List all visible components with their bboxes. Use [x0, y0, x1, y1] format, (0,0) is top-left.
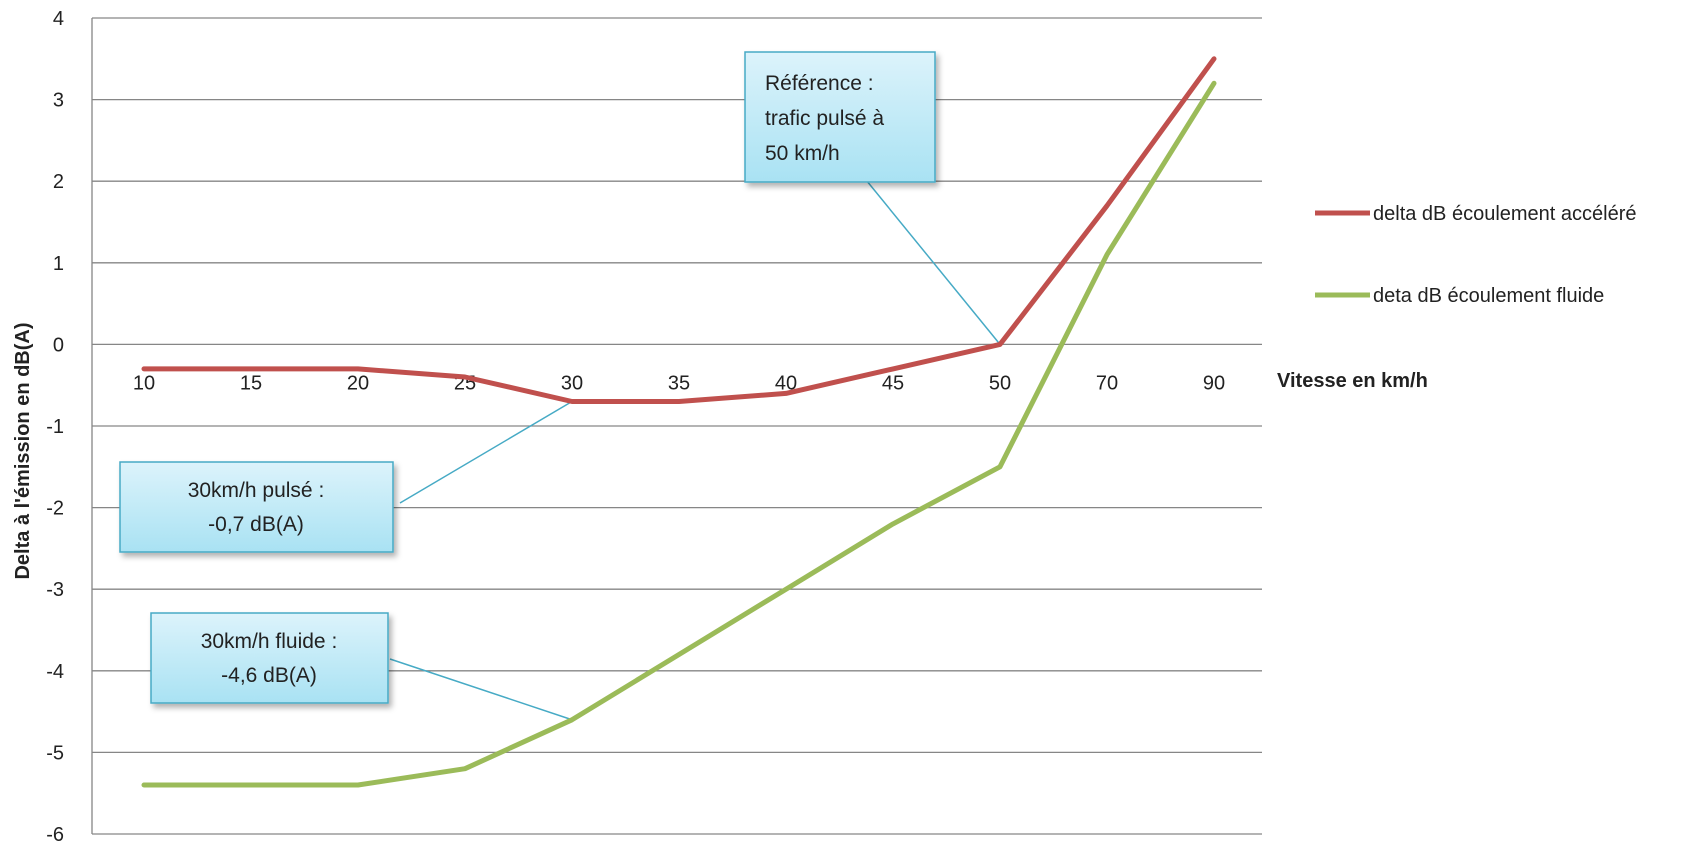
callout-box: Référence : trafic pulsé à 50 km/h	[744, 51, 936, 183]
y-tick-label: -3	[46, 579, 64, 601]
callout-background	[744, 51, 936, 183]
series-line-accelere	[141, 56, 1217, 404]
y-tick-label: 1	[53, 253, 64, 275]
x-tick-label: 40	[775, 372, 797, 394]
y-tick-label: -2	[46, 498, 64, 520]
callout-leader-line	[399, 400, 573, 504]
x-tick-label: 45	[882, 372, 904, 394]
x-tick-label: 15	[240, 372, 262, 394]
callout-text-line: -4,6 dB(A)	[221, 664, 317, 687]
x-tick-label: 35	[668, 372, 690, 394]
y-tick-label: -6	[46, 824, 64, 843]
series-line-fluide	[141, 80, 1217, 788]
x-tick-label: 10	[133, 372, 155, 394]
callout-text-line: 30km/h pulsé :	[188, 479, 325, 502]
y-tick-label: 0	[53, 334, 64, 356]
y-tick-label: 3	[53, 90, 64, 112]
callout-box: 30km/h fluide : -4,6 dB(A)	[150, 612, 389, 704]
y-tick-label: 2	[53, 171, 64, 193]
callout-background	[150, 612, 389, 704]
callout-text-line: 30km/h fluide :	[201, 630, 338, 653]
series-lines	[141, 56, 1217, 788]
callouts: Référence : trafic pulsé à 50 km/h 30km/h p…	[119, 51, 936, 704]
callout-leader-line	[389, 658, 573, 721]
legend-label: deta dB écoulement fluide	[1373, 285, 1604, 307]
gridlines	[91, 17, 1262, 835]
callout-text-line: trafic pulsé à	[765, 107, 884, 130]
x-tick-label: 30	[561, 372, 583, 394]
x-tick-label: 70	[1096, 372, 1118, 394]
callout-box: 30km/h pulsé : -0,7 dB(A)	[119, 461, 394, 553]
y-tick-label: -1	[46, 416, 64, 438]
callout-text-line: 50 km/h	[765, 142, 840, 165]
x-tick-label: 50	[989, 372, 1011, 394]
callout-leader-line	[861, 174, 1001, 345]
legend: delta dB écoulement accéléré deta dB écou…	[1315, 203, 1637, 307]
x-tick-label: 90	[1203, 372, 1225, 394]
x-axis-title: Vitesse en km/h	[1277, 370, 1428, 392]
callout-text-line: -0,7 dB(A)	[208, 513, 304, 536]
legend-label: delta dB écoulement accéléré	[1373, 203, 1637, 225]
y-tick-label: 4	[53, 8, 64, 30]
y-axis-title: Delta à l'émission en dB(A)	[12, 322, 34, 579]
y-tick-label: -4	[46, 661, 64, 683]
callout-leader-lines	[389, 174, 1001, 721]
y-tick-label: -5	[46, 742, 64, 764]
callout-background	[119, 461, 394, 553]
callout-text-line: Référence :	[765, 72, 874, 95]
x-axis-tick-labels: 10 15 20 25 30 35 40 45 50 70 90	[133, 372, 1225, 394]
y-axis-tick-labels: 4 3 2 1 0 -1 -2 -3 -4 -5 -6	[46, 8, 64, 843]
x-tick-label: 20	[347, 372, 369, 394]
